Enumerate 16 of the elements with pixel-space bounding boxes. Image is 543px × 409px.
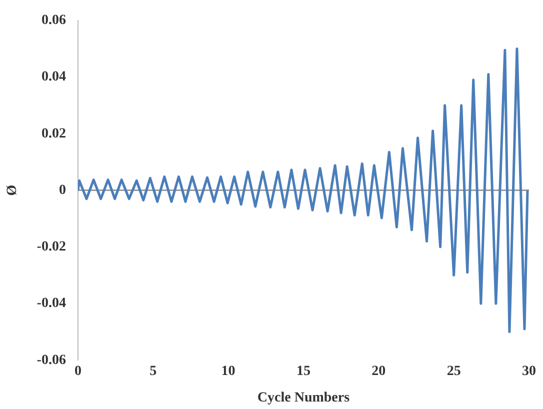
- y-tick-label: -0.04: [36, 296, 66, 312]
- y-tick-label: 0.02: [41, 126, 66, 142]
- y-tick-label: 0.06: [41, 13, 66, 28]
- y-tick-label: 0.04: [41, 70, 66, 85]
- y-tick-label: -0.06: [36, 352, 66, 368]
- x-axis-title: Cycle Numbers: [257, 390, 350, 406]
- y-tick-label: 0: [58, 182, 66, 198]
- x-tick-label: 0: [74, 364, 82, 380]
- y-tick-label: -0.02: [36, 240, 66, 255]
- x-tick-label: 15: [296, 364, 310, 380]
- y-axis-title: Ø: [5, 184, 20, 196]
- x-tick-label: 5: [150, 364, 157, 380]
- x-tick-label: 30: [522, 364, 536, 380]
- x-tick-label: 25: [446, 364, 461, 380]
- x-tick-label: 10: [221, 364, 236, 380]
- x-tick-label: 20: [372, 364, 386, 380]
